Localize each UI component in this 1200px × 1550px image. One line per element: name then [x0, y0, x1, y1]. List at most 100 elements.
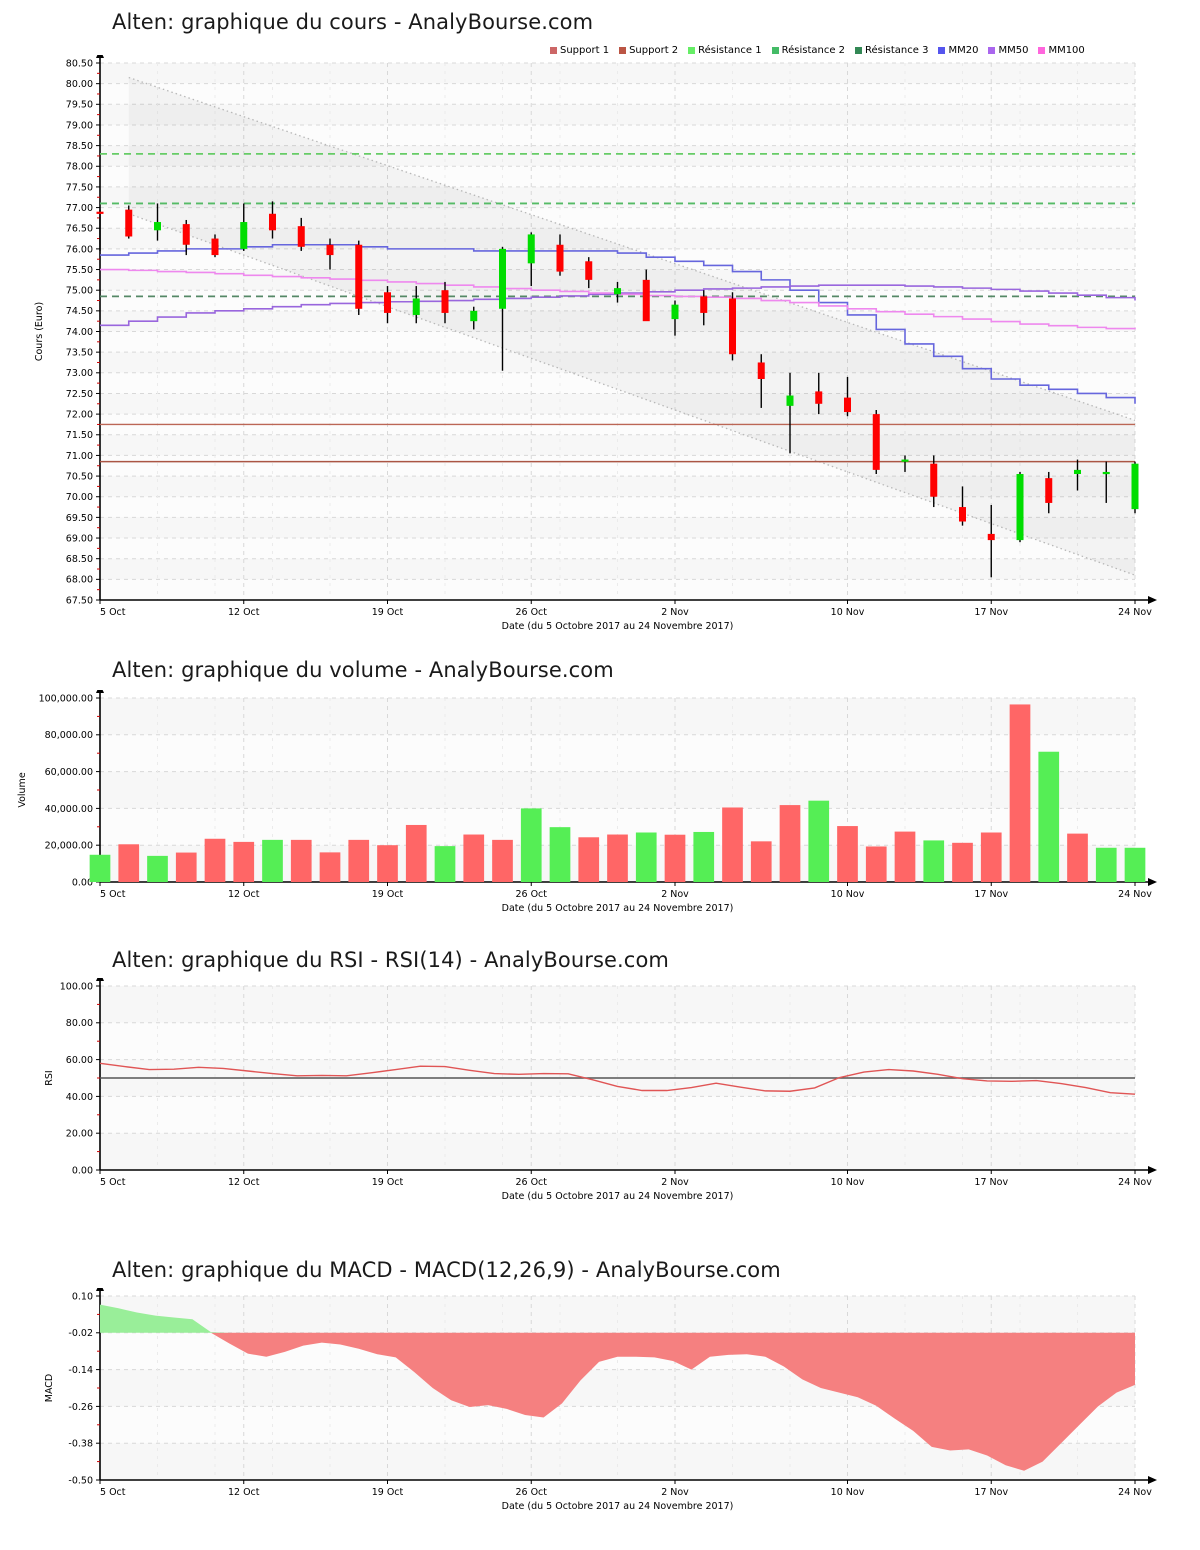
- candle-body[interactable]: [384, 292, 391, 313]
- candle-body[interactable]: [211, 238, 219, 256]
- candle-body[interactable]: [1102, 471, 1110, 475]
- volume-bar[interactable]: [204, 838, 226, 882]
- volume-bar[interactable]: [607, 834, 628, 882]
- volume-bar[interactable]: [175, 852, 197, 882]
- candle-body[interactable]: [556, 244, 564, 272]
- candle-body[interactable]: [125, 209, 133, 237]
- volume-bar[interactable]: [492, 839, 513, 882]
- legend-swatch-icon: [771, 47, 779, 54]
- volume-bar[interactable]: [89, 854, 111, 882]
- volume-bar[interactable]: [865, 846, 887, 882]
- candle-body[interactable]: [96, 211, 104, 214]
- y-tick-label: -0.02: [68, 1328, 93, 1339]
- volume-bar[interactable]: [635, 832, 657, 882]
- volume-bar[interactable]: [1067, 833, 1088, 882]
- y-tick-label: 71.50: [66, 430, 93, 441]
- legend-item-mm100[interactable]: MM100: [1038, 45, 1085, 57]
- candle-body[interactable]: [412, 298, 420, 315]
- candle-body[interactable]: [815, 391, 823, 404]
- candle-body[interactable]: [872, 414, 880, 470]
- legend-item-mm50[interactable]: MM50: [988, 45, 1028, 57]
- candle-body[interactable]: [269, 213, 276, 231]
- y-axis-title: RSI: [44, 1070, 55, 1085]
- volume-bar[interactable]: [693, 831, 715, 882]
- candle-body[interactable]: [297, 226, 305, 247]
- candle-body[interactable]: [154, 222, 161, 231]
- volume-bar[interactable]: [1009, 704, 1031, 882]
- candle-body[interactable]: [844, 397, 851, 413]
- candle-body[interactable]: [987, 533, 995, 541]
- candle-body[interactable]: [527, 234, 535, 264]
- volume-bar[interactable]: [147, 855, 168, 882]
- candle-body[interactable]: [470, 310, 478, 322]
- candle-body[interactable]: [959, 507, 966, 522]
- volume-bar[interactable]: [520, 808, 542, 882]
- x-tick-label: 26 Oct: [515, 889, 547, 900]
- x-tick-label: 10 Nov: [831, 1177, 865, 1188]
- candle-body[interactable]: [585, 261, 593, 280]
- legend-item-r-sistance-2[interactable]: Résistance 2: [771, 45, 845, 57]
- candle-body[interactable]: [326, 244, 334, 256]
- volume-bar[interactable]: [952, 842, 973, 882]
- candle-body[interactable]: [729, 298, 736, 355]
- volume-bar[interactable]: [1095, 847, 1117, 882]
- legend-item-r-sistance-1[interactable]: Résistance 1: [688, 45, 762, 57]
- volume-chart-title: Alten: graphique du volume - AnalyBourse…: [112, 658, 614, 682]
- volume-bar[interactable]: [405, 824, 427, 882]
- y-tick-label: 71.00: [66, 451, 93, 462]
- volume-bar[interactable]: [463, 834, 485, 882]
- volume-bar[interactable]: [750, 841, 772, 882]
- volume-bar[interactable]: [348, 839, 370, 882]
- candle-body[interactable]: [1016, 474, 1024, 541]
- candle-body[interactable]: [930, 463, 938, 497]
- candle-body[interactable]: [499, 248, 506, 309]
- candle-body[interactable]: [355, 244, 363, 309]
- volume-bar[interactable]: [578, 837, 600, 882]
- volume-bar[interactable]: [664, 834, 686, 882]
- candle-body[interactable]: [1045, 478, 1053, 503]
- y-tick-label: 60,000.00: [45, 767, 93, 778]
- candle-body[interactable]: [642, 279, 650, 322]
- y-tick-label: 80.50: [66, 58, 93, 69]
- volume-bar[interactable]: [262, 839, 283, 882]
- volume-bar[interactable]: [779, 805, 801, 882]
- volume-bar[interactable]: [980, 832, 1002, 882]
- legend-swatch-icon: [1038, 47, 1046, 54]
- candle-body[interactable]: [614, 288, 621, 295]
- y-tick-label: 73.50: [66, 348, 93, 359]
- candle-body[interactable]: [441, 290, 449, 313]
- candle-body[interactable]: [1074, 469, 1081, 475]
- volume-bar[interactable]: [377, 845, 398, 882]
- candle-body[interactable]: [1131, 463, 1139, 510]
- volume-bar[interactable]: [894, 831, 916, 882]
- volume-bar[interactable]: [319, 852, 341, 882]
- volume-bar[interactable]: [808, 800, 830, 882]
- volume-bar[interactable]: [434, 846, 456, 882]
- candle-body[interactable]: [671, 304, 679, 320]
- volume-bar[interactable]: [290, 839, 312, 882]
- volume-bar[interactable]: [837, 826, 858, 882]
- y-tick-label: 100,000.00: [39, 693, 93, 704]
- rsi-chart-panel: Alten: graphique du RSI - RSI(14) - Anal…: [0, 930, 1200, 1240]
- volume-bar[interactable]: [923, 840, 945, 882]
- y-tick-label: 74.50: [66, 306, 93, 317]
- legend-item-support-2[interactable]: Support 2: [619, 45, 678, 57]
- candle-body[interactable]: [240, 222, 248, 249]
- volume-bar[interactable]: [722, 807, 743, 882]
- legend-item-mm20[interactable]: MM20: [938, 45, 978, 57]
- legend-item-r-sistance-3[interactable]: Résistance 3: [855, 45, 928, 57]
- candle-body[interactable]: [700, 296, 708, 313]
- volume-bar[interactable]: [118, 844, 140, 882]
- macd-negative-area: [100, 1332, 1135, 1471]
- candle-body[interactable]: [182, 224, 190, 245]
- candle-body[interactable]: [757, 362, 765, 380]
- volume-bar[interactable]: [549, 827, 571, 882]
- volume-bar[interactable]: [233, 841, 255, 882]
- x-tick-label: 17 Nov: [974, 607, 1008, 618]
- volume-bar[interactable]: [1038, 751, 1060, 882]
- volume-bar[interactable]: [1124, 847, 1146, 882]
- legend-item-support-1[interactable]: Support 1: [550, 45, 609, 57]
- candle-body[interactable]: [901, 459, 909, 462]
- candle-body[interactable]: [786, 395, 794, 406]
- x-tick-label: 24 Nov: [1118, 607, 1152, 618]
